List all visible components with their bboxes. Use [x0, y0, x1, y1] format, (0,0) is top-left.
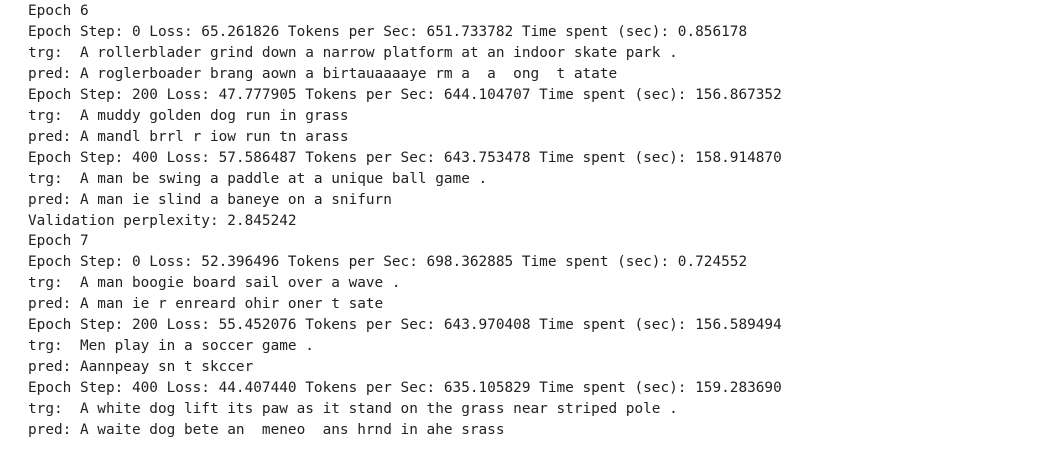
predicted-sentence: pred: A waite dog bete an meneo ans hrnd… — [28, 422, 505, 439]
target-sentence: trg: A muddy golden dog run in grass — [28, 107, 349, 124]
predicted-sentence: pred: A roglerboader brang aown a birtau… — [28, 65, 618, 82]
target-sentence: trg: A white dog lift its paw as it stan… — [28, 401, 678, 418]
validation-perplexity: Validation perplexity: 2.845242 — [28, 212, 297, 229]
epoch-header-6: Epoch 6 — [28, 3, 89, 19]
target-sentence: trg: A rollerblader grind down a narrow … — [28, 44, 678, 61]
predicted-sentence: pred: A mandl brrl r iow run tn arass — [28, 128, 349, 145]
epoch-step-log: Epoch Step: 0 Loss: 65.261826 Tokens per… — [28, 23, 748, 40]
predicted-sentence: pred: A man ie r enreard ohir oner t sat… — [28, 296, 384, 313]
predicted-sentence: pred: Aannpeay sn t skccer — [28, 359, 254, 376]
predicted-sentence: pred: A man ie slind a baneye on a snifu… — [28, 191, 392, 208]
epoch-step-log: Epoch Step: 0 Loss: 52.396496 Tokens per… — [28, 254, 748, 271]
epoch-step-log: Epoch Step: 200 Loss: 47.777905 Tokens p… — [28, 86, 782, 103]
target-sentence: trg: Men play in a soccer game . — [28, 338, 314, 355]
epoch-step-log: Epoch Step: 200 Loss: 55.452076 Tokens p… — [28, 317, 782, 334]
epoch-header-7: Epoch 7 — [28, 233, 89, 250]
target-sentence: trg: A man boogie board sail over a wave… — [28, 275, 401, 292]
epoch-step-log: Epoch Step: 400 Loss: 57.586487 Tokens p… — [28, 149, 782, 166]
target-sentence: trg: A man be swing a paddle at a unique… — [28, 170, 488, 187]
epoch-step-log: Epoch Step: 400 Loss: 44.407440 Tokens p… — [28, 380, 782, 397]
